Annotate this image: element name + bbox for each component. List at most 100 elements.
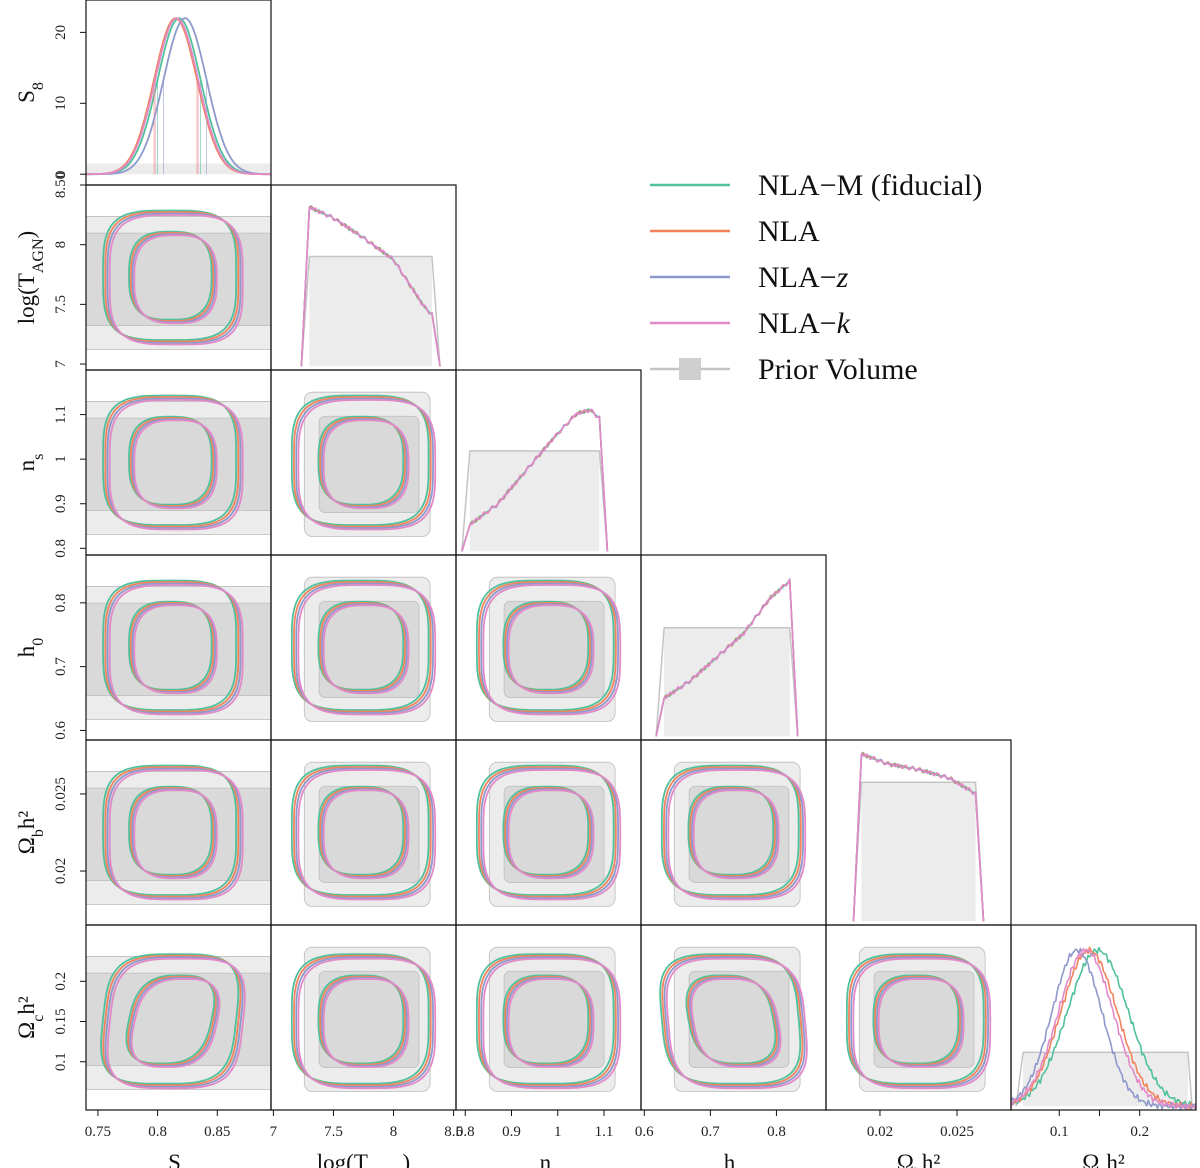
- contour-68-3: [507, 604, 595, 695]
- y-tick-label: 20: [53, 25, 69, 40]
- axis-label-sub: s: [551, 1166, 557, 1168]
- diag-content: [655, 578, 799, 737]
- contour-95-3: [482, 769, 622, 901]
- x-tick-label: 0.8: [456, 1124, 475, 1140]
- y-axis-label-h0: h0: [14, 638, 47, 658]
- prior-inner: [86, 972, 271, 1066]
- y-tick-label: 0: [53, 170, 69, 178]
- y-axis-label-Obh2: Ωbh²: [14, 811, 47, 855]
- posterior-3: [86, 17, 271, 176]
- panel-logT-vs-S8: [85, 184, 272, 371]
- x-tick-label: 0.1: [1050, 1124, 1069, 1140]
- contour-95-3: [108, 584, 244, 716]
- axis-label-sub: 8: [181, 1166, 189, 1168]
- panel-frame: [270, 184, 457, 371]
- axis-label-main: h: [14, 645, 39, 657]
- panel-h0-vs-ns: [455, 554, 642, 741]
- axis-label-sub: c: [30, 1015, 47, 1022]
- panel-frame: [85, 0, 272, 186]
- panel-Och2-vs-Obh2: [825, 924, 1012, 1111]
- prior-band: [469, 450, 600, 552]
- y-tick-label: 8.50: [53, 172, 69, 198]
- x-tick-label: 0.8: [148, 1124, 167, 1140]
- contour-95-3: [482, 584, 622, 716]
- contour-68-3: [130, 978, 221, 1068]
- y-tick-label: 0.1: [53, 1052, 69, 1071]
- prior-outline: [1015, 1051, 1193, 1107]
- x-axis-label-h0: h0: [724, 1150, 744, 1168]
- y-tick-label: 8: [53, 241, 69, 249]
- axis-label-main: Ω: [14, 1022, 39, 1039]
- legend-label: NLA−z: [758, 261, 849, 294]
- contour-68-3: [877, 978, 965, 1068]
- axis-label-main: h: [724, 1150, 736, 1168]
- y-tick-label: 0.02: [53, 858, 69, 884]
- diag-content: [852, 751, 985, 922]
- panel-grid: 0.750.80.85S877.588.5log(TAGN)0.80.911.1…: [14, 0, 1197, 1168]
- contour-95-3: [108, 769, 244, 901]
- axis-label-main: Ω: [14, 837, 39, 854]
- panel-content: [290, 946, 437, 1092]
- legend-label-main: NLA−M (fiducial): [758, 169, 982, 202]
- contour-95-3: [297, 399, 437, 531]
- legend-swatch-square: [679, 358, 701, 380]
- x-axis-label-logT: log(TAGN): [317, 1150, 410, 1168]
- prior-band: [86, 163, 271, 175]
- posterior-2: [1011, 947, 1196, 1110]
- x-tick-label: 0.75: [85, 1124, 111, 1140]
- x-tick-label: 0.85: [204, 1124, 230, 1140]
- panel-content: [86, 209, 271, 351]
- x-tick-label: 0.9: [502, 1124, 521, 1140]
- contour-95-3: [665, 957, 808, 1090]
- axis-label-main: log(T: [14, 273, 39, 324]
- y-tick-label: 0.2: [53, 972, 69, 991]
- y-tick-label: 7: [53, 360, 69, 368]
- x-tick-label: 0.7: [701, 1124, 720, 1140]
- diag-h0: [640, 554, 827, 741]
- panel-Och2-vs-ns: [455, 924, 642, 1111]
- y-tick-label: 0.025: [53, 777, 69, 811]
- panel-content: [290, 391, 437, 537]
- posterior-0: [1011, 946, 1196, 1108]
- y-tick-label: 1: [53, 455, 69, 463]
- y-tick-label: 10: [53, 96, 69, 111]
- x-axis-label-Och2: Ωch²: [1082, 1150, 1125, 1168]
- posterior-1: [86, 17, 271, 176]
- y-tick-label: 0.8: [53, 593, 69, 612]
- y-tick-label: 0.9: [53, 494, 69, 513]
- legend-label-italic: z: [836, 261, 849, 294]
- x-axis-label-ns: ns: [540, 1150, 558, 1168]
- prior-outline: [300, 255, 441, 367]
- contour-68-3: [133, 234, 218, 325]
- legend-label-main: Prior Volume: [758, 353, 918, 386]
- axis-label-sub: AGN: [30, 238, 47, 273]
- panel-content: [86, 579, 271, 721]
- panel-frame: [455, 369, 642, 556]
- axis-label-sub: 8: [30, 82, 47, 90]
- posterior-0: [86, 17, 271, 176]
- x-tick-label: 0.025: [940, 1124, 974, 1140]
- axis-label-sub: c: [1099, 1166, 1106, 1168]
- legend-item-1: NLA: [650, 215, 820, 248]
- axis-label-sub: s: [30, 454, 47, 460]
- posterior-3: [852, 753, 985, 922]
- diag-ns: [455, 369, 642, 556]
- legend-label: Prior Volume: [758, 353, 918, 386]
- panel-content: [86, 953, 271, 1091]
- legend-item-0: NLA−M (fiducial): [650, 169, 982, 202]
- panel-Och2-vs-logT: [270, 924, 457, 1111]
- y-tick-label: 0.8: [53, 539, 69, 558]
- axis-label-sub: b: [30, 829, 47, 837]
- diag-content: [300, 205, 441, 367]
- x-tick-label: 0.8: [767, 1124, 786, 1140]
- panel-ns-vs-S8: [85, 369, 272, 556]
- axis-label-main: n: [14, 459, 39, 471]
- x-tick-label: 0.6: [635, 1124, 654, 1140]
- contour-95-3: [482, 957, 622, 1090]
- axis-label-main: log(T: [317, 1150, 368, 1168]
- diag-content: [86, 17, 271, 176]
- panel-Och2-vs-S8: [85, 924, 272, 1111]
- axis-label-post: ): [14, 231, 39, 239]
